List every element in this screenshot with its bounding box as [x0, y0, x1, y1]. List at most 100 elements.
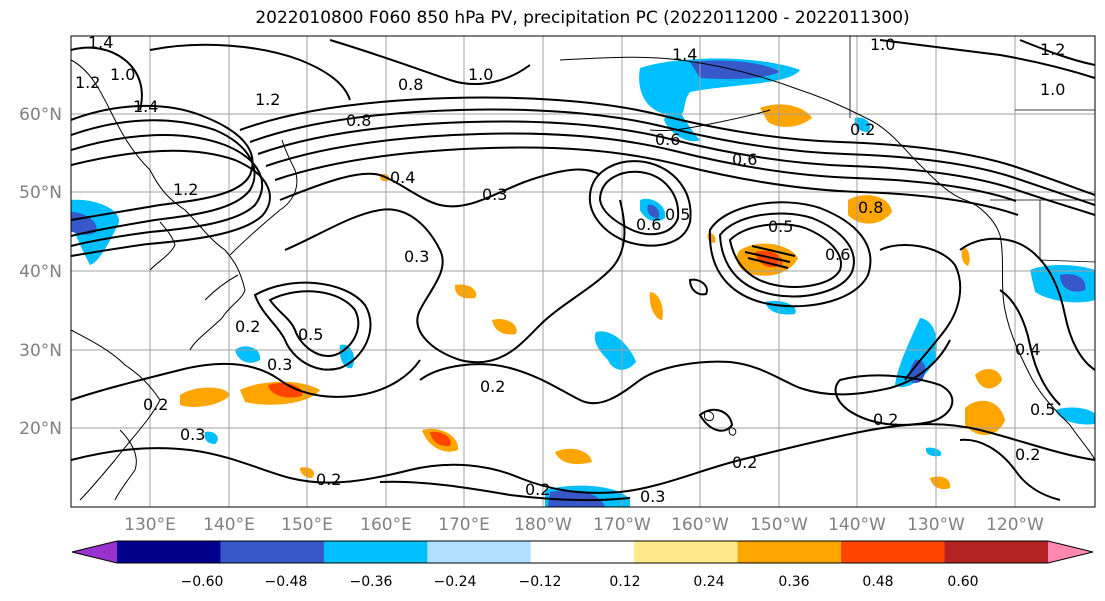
pv-contour-line [879, 39, 1095, 79]
pv-contour-line [834, 374, 954, 426]
colorbar-swatch [530, 541, 635, 563]
pv-contour-line [419, 339, 951, 405]
precip-shade-darkblue [1060, 274, 1086, 292]
colorbar-swatch [427, 541, 532, 563]
contour-label: 1.2 [255, 90, 280, 109]
contour-label: 0.8 [858, 198, 883, 217]
pv-contour-line [149, 43, 351, 101]
precip-shade-darkblue [647, 204, 660, 218]
precip-shade-red [268, 383, 303, 398]
contour-label: 0.3 [482, 185, 507, 204]
contour-label: 0.5 [298, 325, 323, 344]
lon-label: 140°W [828, 515, 886, 535]
lat-label: 20°N [19, 419, 62, 439]
precip-positive-shading [180, 104, 1005, 490]
pv-contour-line [959, 237, 1095, 371]
contour-label: 0.2 [143, 395, 168, 414]
map-panel: 1.4 1.2 1.0 1.4 1.0 1.2 0.8 0.8 1.4 1.0 … [70, 33, 1096, 508]
colorbar-extend-min [72, 541, 117, 563]
lon-label: 130°E [124, 515, 176, 535]
colorbar-tick-label: 0.48 [862, 574, 893, 590]
contour-label: 1.2 [1040, 40, 1065, 59]
contour-label: 0.5 [1030, 400, 1055, 419]
colorbar-tick-label: 0.36 [778, 574, 809, 590]
coastline-japan-south [204, 274, 239, 301]
pv-contour-line [253, 281, 372, 371]
contour-label: 0.2 [850, 120, 875, 139]
precip-shade-orange [930, 476, 951, 490]
pv-contour-line [239, 96, 1095, 196]
contour-label: 1.4 [88, 33, 113, 52]
pv-contour-line [265, 132, 1017, 202]
map-frame [70, 35, 1096, 508]
colorbar-swatch [737, 541, 842, 563]
contour-label: 0.6 [825, 245, 850, 264]
longitude-labels: 130°E 140°E 150°E 160°E 170°E 180°W 170°… [124, 515, 1044, 535]
pv-contour-line [708, 201, 872, 308]
coastline-china-south [71, 329, 161, 501]
pv-contour-line [71, 359, 421, 401]
contour-label: 0.4 [1015, 340, 1040, 359]
pv-contour-line [588, 160, 692, 247]
colorbar-tick-label: 0.12 [609, 574, 640, 590]
contour-label: 1.2 [173, 180, 198, 199]
pv-contour-line [329, 39, 531, 86]
lat-label: 30°N [19, 341, 62, 361]
pv-contour-line [71, 46, 143, 111]
pv-contour-line [71, 104, 254, 221]
pv-contour-line [744, 245, 796, 269]
lon-label: 150°W [750, 515, 808, 535]
precip-shade-orange [454, 284, 477, 299]
precip-shade-blue [204, 431, 218, 444]
lon-label: 140°E [203, 515, 255, 535]
precip-shade-darkblue [909, 359, 926, 384]
lon-label: 120°W [986, 515, 1044, 535]
precip-shade-darkblue [71, 212, 97, 235]
pv-contour-line [698, 408, 734, 432]
contour-label: 0.2 [480, 377, 505, 396]
precip-shade-orange [961, 247, 970, 266]
pv-contour-line [71, 119, 256, 237]
colorbar-extend-max [1048, 541, 1093, 563]
lon-label: 180°W [514, 515, 572, 535]
contour-label: 0.8 [346, 111, 371, 130]
colorbar: −0.60 −0.48 −0.36 −0.24 −0.12 0.12 0.24 … [71, 540, 1094, 590]
colorbar-swatch [944, 541, 1049, 563]
pv-contour-line [284, 199, 626, 364]
precip-shade-red [430, 431, 451, 447]
contour-label: 0.3 [640, 487, 665, 506]
pv-contour-line [71, 133, 264, 247]
latitude-labels: 60°N 50°N 40°N 30°N 20°N [19, 105, 62, 439]
contour-label: 0.2 [235, 317, 260, 336]
pv-contour-line [598, 170, 680, 236]
lon-label: 160°E [360, 515, 412, 535]
coastline-alaska [559, 56, 1001, 236]
precip-shade-orange [965, 400, 1005, 436]
precip-shade-blue [594, 331, 636, 370]
precip-shade-blue [854, 117, 871, 132]
contour-label: 0.5 [665, 205, 690, 224]
map-title: 2022010800 F060 850 hPa PV, precipitatio… [255, 8, 910, 28]
contour-label: 0.5 [768, 217, 793, 236]
colorbar-tick-label: −0.24 [434, 574, 477, 590]
pv-contour-line [249, 108, 1095, 206]
pv-contour-line [268, 290, 360, 357]
precip-shade-orange [555, 448, 592, 465]
pv-contour-line [688, 278, 708, 296]
coastline-hawaii-2 [728, 427, 737, 436]
pv-contour-labels: 1.4 1.2 1.0 1.4 1.0 1.2 0.8 0.8 1.4 1.0 … [75, 33, 1065, 506]
colorbar-outline [71, 540, 1094, 564]
precip-shade-darkblue [548, 490, 605, 507]
pv-contour-line [257, 120, 1095, 216]
pv-contour-line [279, 168, 601, 208]
colorbar-swatch [634, 541, 739, 563]
precip-shade-orange [649, 292, 663, 320]
lon-label: 170°W [593, 515, 651, 535]
coastline-korea [149, 221, 176, 271]
precip-shade-blue [1055, 407, 1095, 425]
precip-shade-orange [848, 195, 892, 224]
colorbar-tick-label: 0.24 [693, 574, 724, 590]
pv-contour-line [879, 244, 962, 381]
pv-contour-line [959, 438, 1061, 501]
